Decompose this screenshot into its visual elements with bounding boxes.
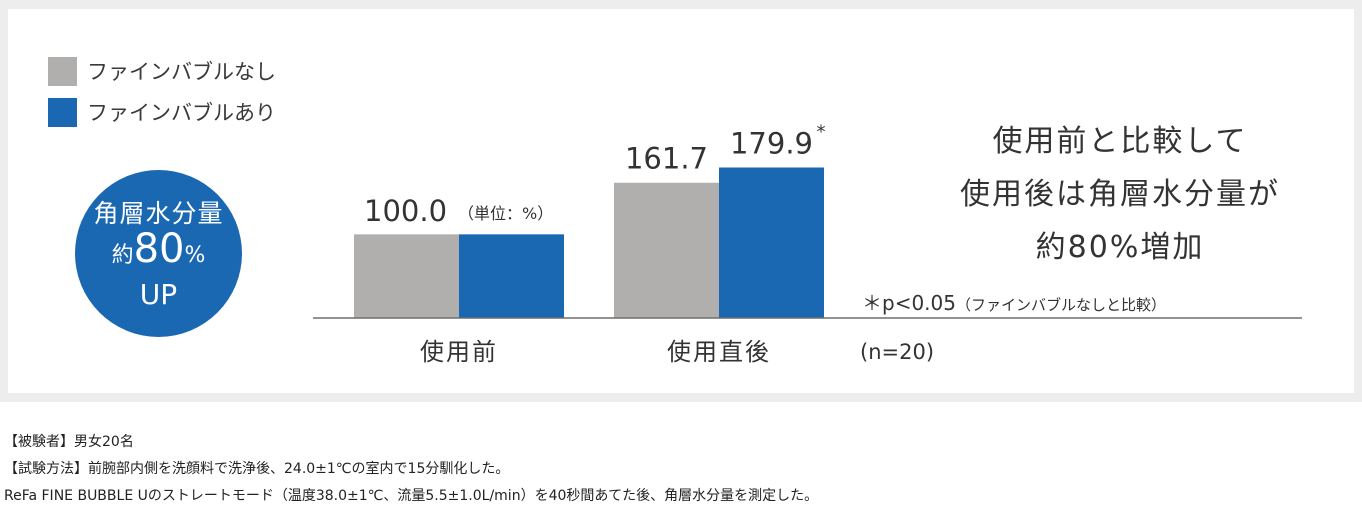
data-label-after-with: 179.9	[730, 127, 813, 161]
significance-mark: *	[817, 122, 826, 143]
badge-unit: %	[184, 243, 206, 268]
legend-label-without-bubble: ファインバブルなし	[87, 60, 276, 84]
bar-with-bubble-1	[719, 167, 824, 318]
moisture-up-badge: 角層水分量 約80% UP	[75, 170, 242, 337]
category-label-0: 使用前	[420, 338, 498, 366]
badge-up: UP	[139, 278, 178, 311]
bar-with-bubble-0	[459, 234, 564, 318]
significance-main: ＊p<0.05	[862, 291, 956, 315]
data-label-before: 100.0	[364, 194, 447, 228]
note-method: 【試験方法】前腕部内側を洗顔料で洗浄後、24.0±1℃の室内で15分馴化した。	[4, 461, 510, 477]
legend-label-with-bubble: ファインバブルあり	[87, 101, 276, 125]
bar-without-bubble-0	[354, 234, 459, 318]
legend-item-with-bubble: ファインバブルあり	[48, 97, 276, 127]
data-label-unit: （単位：%）	[458, 204, 553, 223]
summary-line-1: 使用前と比較して	[992, 124, 1248, 159]
significance-sub: （ファインバブルなしと比較）	[955, 296, 1166, 314]
legend-swatch-blue	[48, 97, 77, 127]
badge-value: 80	[133, 226, 185, 272]
sample-size-label: (n=20)	[860, 340, 935, 364]
summary-text: 使用前と比較して 使用後は角層水分量が 約80%増加	[930, 115, 1310, 274]
bar-group	[354, 167, 824, 318]
note-subjects: 【被験者】男女20名	[4, 434, 134, 450]
category-label-1: 使用直後	[667, 338, 771, 366]
legend-swatch-gray	[48, 56, 77, 86]
legend-item-without-bubble: ファインバブルなし	[48, 56, 276, 86]
significance-note: ＊p<0.05（ファインバブルなしと比較）	[862, 287, 1166, 316]
badge-percent: 約80%	[75, 226, 242, 272]
note-procedure: ReFa FINE BUBBLE Uのストレートモード（温度38.0±1℃、流量…	[4, 488, 819, 504]
data-label-after-without: 161.7	[625, 142, 708, 176]
summary-line-2: 使用後は角層水分量が	[960, 177, 1280, 212]
badge-prefix: 約	[111, 243, 134, 268]
badge-title: 角層水分量	[93, 199, 224, 228]
summary-line-3: 約80%増加	[1035, 230, 1205, 265]
bar-chart: 使用前 使用直後 100.0 （単位：%） 161.7 179.9 *	[313, 122, 1302, 366]
label-group: 使用前 使用直後 100.0 （単位：%） 161.7 179.9 *	[364, 122, 826, 366]
bar-without-bubble-1	[614, 182, 719, 318]
test-notes: 【被験者】男女20名 【試験方法】前腕部内側を洗顔料で洗浄後、24.0±1℃の室…	[4, 429, 818, 510]
